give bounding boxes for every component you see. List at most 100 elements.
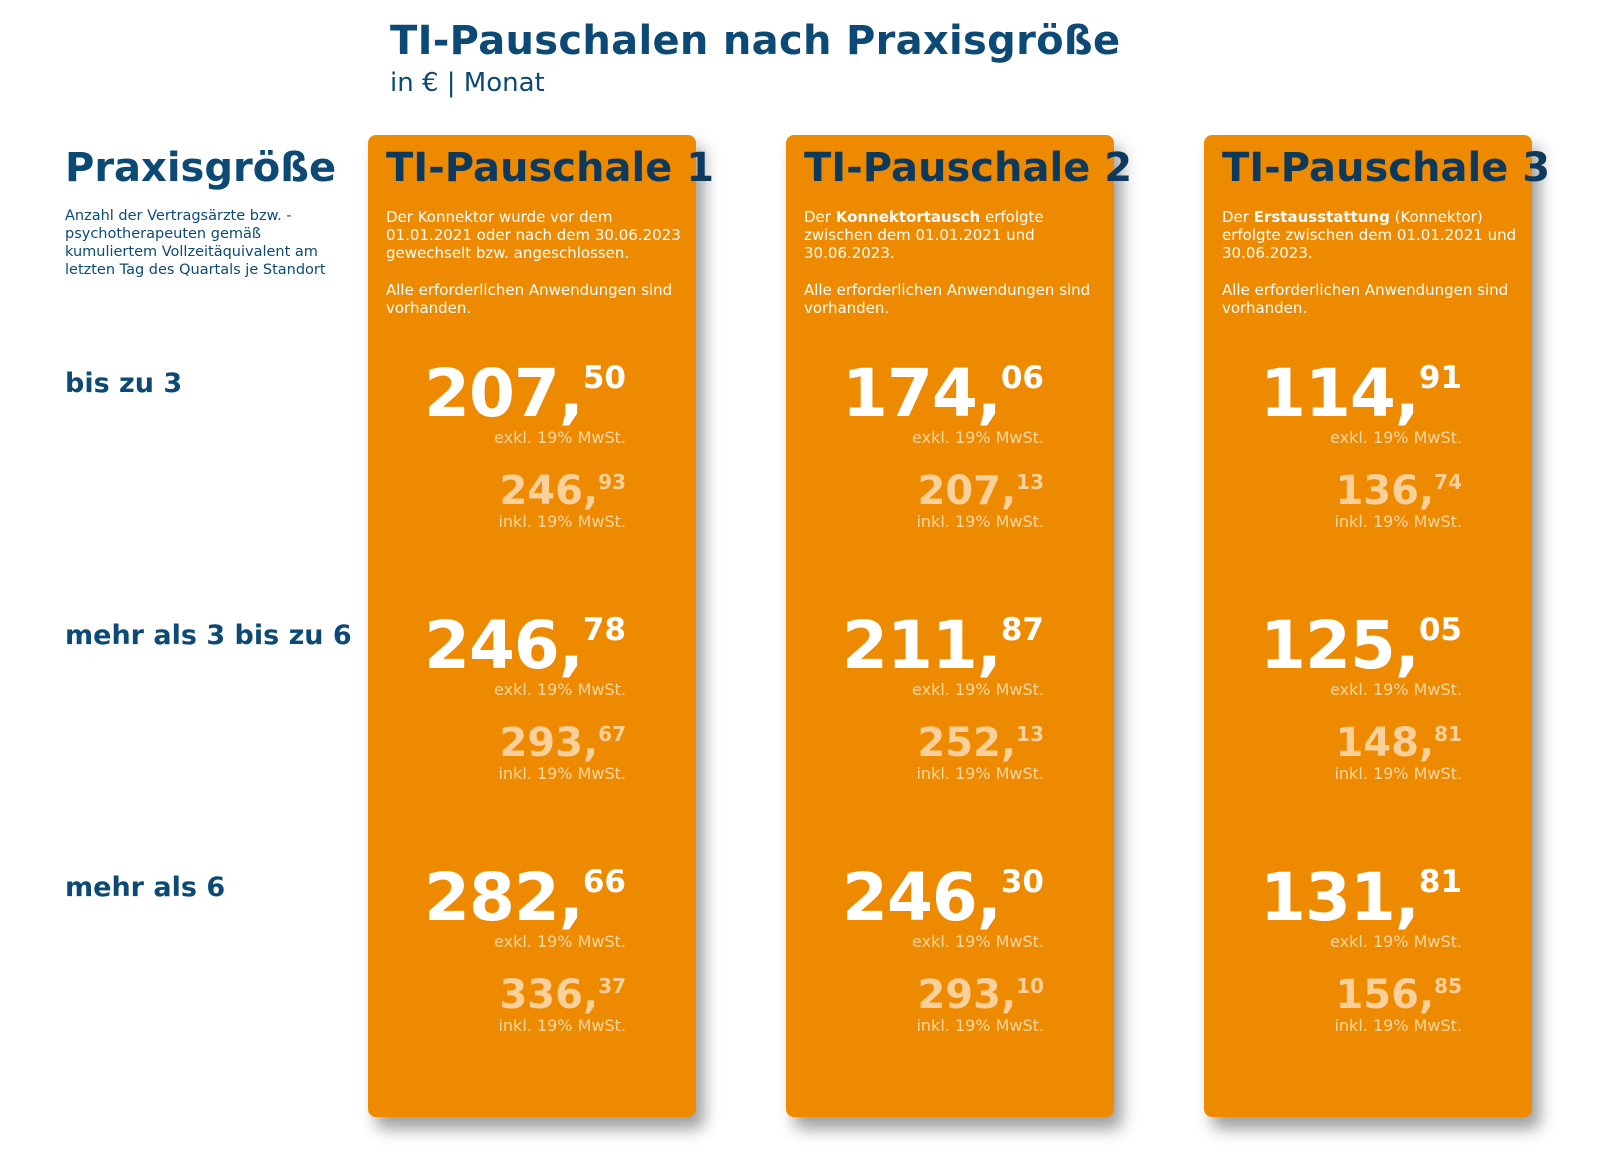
price-int: 207, — [424, 355, 584, 432]
price-excl: 131,81 — [1204, 865, 1462, 931]
price-incl: 293,67 — [368, 723, 626, 763]
row-label-1: bis zu 3 — [65, 368, 183, 399]
price-dec: 13 — [1016, 722, 1044, 746]
price-int: 293, — [917, 972, 1017, 1018]
excl-tax-label: exkl. 19% MwSt. — [912, 932, 1044, 951]
card-ti-pauschale-1: TI-Pauschale 1 Der Konnektor wurde vor d… — [368, 135, 714, 1117]
price-dec: 05 — [1418, 612, 1462, 648]
price-incl: 156,85 — [1204, 975, 1462, 1015]
excl-tax-label: exkl. 19% MwSt. — [1330, 932, 1462, 951]
card-description: Der Konnektor wurde vor dem 01.01.2021 o… — [386, 208, 686, 262]
price-int: 293, — [499, 720, 599, 766]
incl-tax-label: inkl. 19% MwSt. — [1334, 1016, 1462, 1035]
price-dec: 10 — [1016, 974, 1044, 998]
price-dec: 91 — [1418, 360, 1462, 396]
excl-tax-label: exkl. 19% MwSt. — [494, 932, 626, 951]
price-block-row-2: 246,78 exkl. 19% MwSt. 293,67 inkl. 19% … — [368, 613, 626, 784]
price-excl: 282,66 — [368, 865, 626, 931]
price-excl: 114,91 — [1204, 361, 1462, 427]
price-int: 114, — [1260, 355, 1420, 432]
price-incl: 252,13 — [786, 723, 1044, 763]
price-int: 336, — [499, 972, 599, 1018]
price-int: 131, — [1260, 859, 1420, 936]
card-title: TI-Pauschale 1 — [386, 145, 715, 191]
price-block-row-2: 125,05 exkl. 19% MwSt. 148,81 inkl. 19% … — [1204, 613, 1462, 784]
price-int: 246, — [499, 468, 599, 514]
incl-tax-label: inkl. 19% MwSt. — [916, 764, 1044, 783]
price-int: 125, — [1260, 607, 1420, 684]
price-dec: 50 — [582, 360, 626, 396]
incl-tax-label: inkl. 19% MwSt. — [498, 512, 626, 531]
price-dec: 30 — [1000, 864, 1044, 900]
card-title: TI-Pauschale 3 — [1222, 145, 1551, 191]
card-description-text: Der Konnektor wurde vor dem 01.01.2021 o… — [386, 208, 681, 262]
price-int: 211, — [842, 607, 1002, 684]
price-dec: 13 — [1016, 470, 1044, 494]
price-block-row-1: 114,91 exkl. 19% MwSt. 136,74 inkl. 19% … — [1204, 361, 1462, 532]
incl-tax-label: inkl. 19% MwSt. — [916, 1016, 1044, 1035]
page-title: TI-Pauschalen nach Praxisgröße — [390, 18, 1121, 64]
card-note: Alle erforderlichen Anwendungen sind vor… — [386, 281, 673, 317]
price-dec: 81 — [1434, 722, 1462, 746]
excl-tax-label: exkl. 19% MwSt. — [912, 428, 1044, 447]
sidebar-heading: Praxisgröße — [65, 145, 337, 191]
price-int: 246, — [424, 607, 584, 684]
price-int: 136, — [1335, 468, 1435, 514]
price-incl: 148,81 — [1204, 723, 1462, 763]
price-int: 156, — [1335, 972, 1435, 1018]
price-dec: 93 — [598, 470, 626, 494]
card-description-text: Der — [804, 208, 836, 226]
card-description: Der Konnektortausch erfolgte zwischen de… — [804, 208, 1104, 262]
row-label-3: mehr als 6 — [65, 872, 226, 903]
price-int: 252, — [917, 720, 1017, 766]
excl-tax-label: exkl. 19% MwSt. — [494, 428, 626, 447]
incl-tax-label: inkl. 19% MwSt. — [1334, 512, 1462, 531]
price-block-row-1: 174,06 exkl. 19% MwSt. 207,13 inkl. 19% … — [786, 361, 1044, 532]
price-block-row-1: 207,50 exkl. 19% MwSt. 246,93 inkl. 19% … — [368, 360, 626, 532]
excl-tax-label: exkl. 19% MwSt. — [1330, 428, 1462, 447]
incl-tax-label: inkl. 19% MwSt. — [498, 764, 626, 783]
price-block-row-2: 211,87 exkl. 19% MwSt. 252,13 inkl. 19% … — [786, 613, 1044, 784]
card-note: Alle erforderlichen Anwendungen sind vor… — [804, 281, 1091, 317]
incl-tax-label: inkl. 19% MwSt. — [498, 1016, 626, 1035]
card-description: Der Erstausstattung (Konnektor) erfolgte… — [1222, 208, 1522, 262]
price-incl: 293,10 — [786, 975, 1044, 1015]
price-excl: 211,87 — [786, 613, 1044, 679]
price-block-row-3: 131,81 exkl. 19% MwSt. 156,85 inkl. 19% … — [1204, 865, 1462, 1036]
price-excl: 246,78 — [368, 613, 626, 679]
card-title: TI-Pauschale 2 — [804, 145, 1133, 191]
excl-tax-label: exkl. 19% MwSt. — [912, 680, 1044, 699]
price-int: 246, — [842, 859, 1002, 936]
incl-tax-label: inkl. 19% MwSt. — [1334, 764, 1462, 783]
card-description-bold: Erstausstattung — [1253, 208, 1390, 226]
price-block-row-3: 282,66 exkl. 19% MwSt. 336,37 inkl. 19% … — [368, 865, 626, 1036]
excl-tax-label: exkl. 19% MwSt. — [1330, 680, 1462, 699]
card-description-text: Der — [1222, 208, 1254, 226]
card-ti-pauschale-2: TI-Pauschale 2 Der Konnektortausch erfol… — [786, 135, 1132, 1117]
card-note: Alle erforderlichen Anwendungen sind vor… — [1222, 281, 1509, 317]
price-excl: 125,05 — [1204, 613, 1462, 679]
price-dec: 85 — [1434, 974, 1462, 998]
price-int: 207, — [917, 468, 1017, 514]
page-subtitle: in € | Monat — [390, 68, 545, 98]
price-dec: 66 — [582, 864, 626, 900]
card-description-bold: Konnektortausch — [835, 208, 981, 226]
price-incl: 207,13 — [786, 471, 1044, 511]
price-dec: 74 — [1434, 470, 1462, 494]
sidebar-description: Anzahl der Vertragsärzte bzw. -psychothe… — [65, 208, 326, 278]
price-block-row-3: 246,30 exkl. 19% MwSt. 293,10 inkl. 19% … — [786, 865, 1044, 1036]
price-dec: 78 — [582, 612, 626, 648]
price-incl: 136,74 — [1204, 471, 1462, 511]
price-excl: 174,06 — [786, 361, 1044, 427]
row-label-2: mehr als 3 bis zu 6 — [65, 620, 352, 651]
price-int: 148, — [1335, 720, 1435, 766]
excl-tax-label: exkl. 19% MwSt. — [494, 680, 626, 699]
price-dec: 81 — [1418, 864, 1462, 900]
price-dec: 06 — [1000, 360, 1044, 396]
incl-tax-label: inkl. 19% MwSt. — [916, 512, 1044, 531]
price-excl: 246,30 — [786, 865, 1044, 931]
card-description-text-end: (Konnektor) erfolgte zwischen dem 01.01.… — [1222, 208, 1517, 262]
price-dec: 87 — [1000, 612, 1044, 648]
price-incl: 246,93 — [368, 471, 626, 511]
price-incl: 336,37 — [368, 975, 626, 1015]
